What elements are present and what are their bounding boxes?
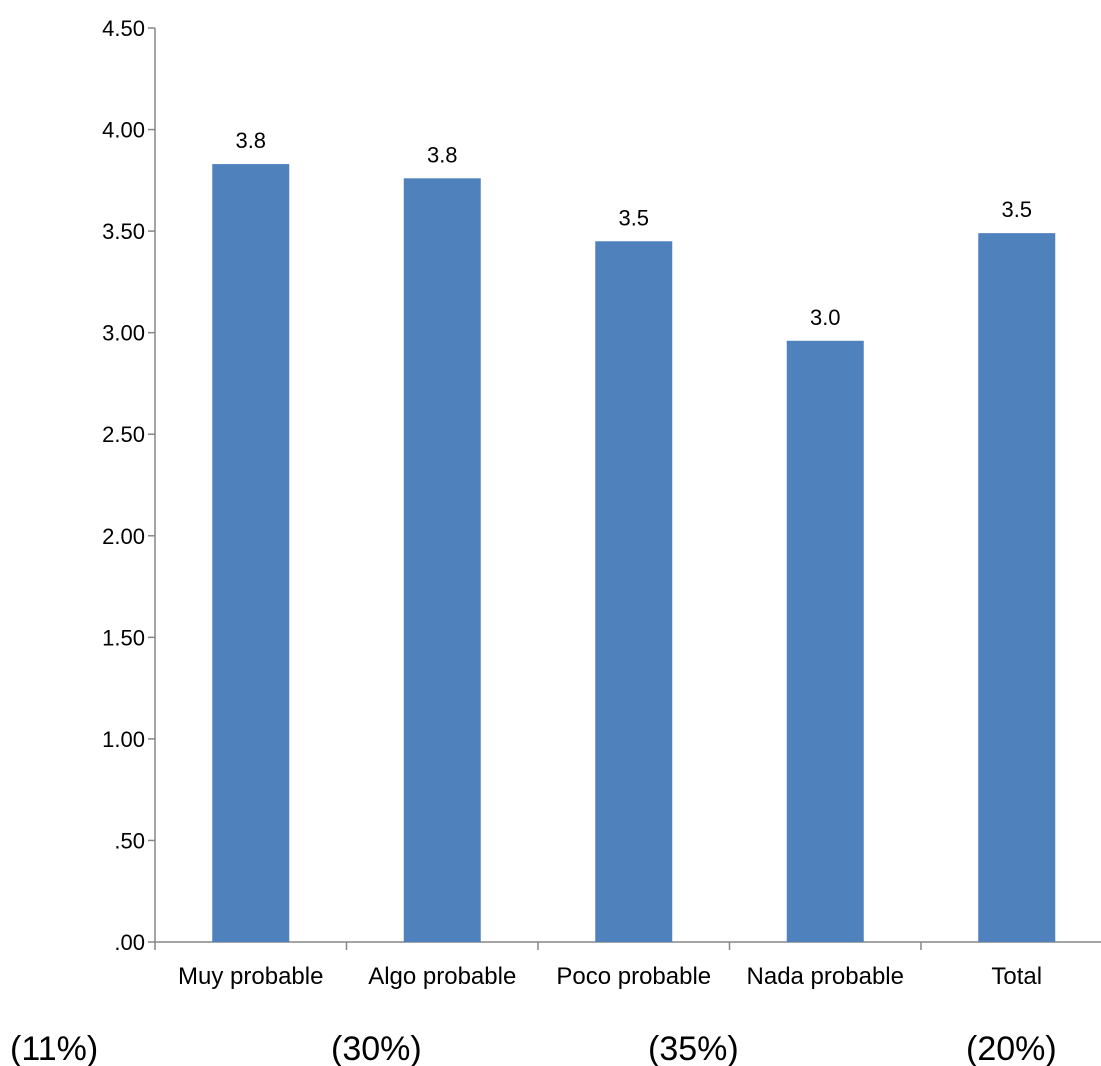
y-tick-label: 3.50 — [102, 219, 145, 244]
data-label: 3.0 — [810, 305, 841, 330]
y-tick-label: 2.00 — [102, 524, 145, 549]
y-tick-label: 1.00 — [102, 727, 145, 752]
category-label: Poco probable — [556, 963, 711, 990]
bar — [978, 233, 1056, 943]
annotation-label: (30%) — [331, 1030, 422, 1066]
category-label: Algo probable — [368, 963, 516, 990]
y-axis: .00 .50 1.00 1.50 2.00 2.50 3.00 3.50 4.00 4.50 — [102, 16, 156, 955]
category-label: Total — [991, 963, 1042, 990]
bar — [403, 178, 481, 942]
data-labels: 3.8 3.8 3.5 3.0 3.5 — [235, 128, 1032, 330]
annotation-label: (11%) — [10, 1030, 98, 1066]
bars — [212, 164, 1056, 943]
data-label: 3.8 — [235, 128, 266, 153]
bar — [595, 241, 673, 942]
y-tick-label: 3.00 — [102, 321, 145, 346]
data-label: 3.5 — [618, 205, 649, 230]
y-tick-label: 4.50 — [102, 16, 145, 41]
y-tick-label: .00 — [114, 930, 145, 955]
y-tick-label: 4.00 — [102, 118, 145, 143]
bar — [786, 340, 864, 942]
data-label: 3.5 — [1001, 197, 1032, 222]
category-label: Muy probable — [178, 963, 323, 990]
y-tick-label: .50 — [114, 828, 145, 853]
y-tick-label: 2.50 — [102, 422, 145, 447]
annotation-label: (20%) — [966, 1030, 1057, 1066]
annotation-label: (35%) — [648, 1030, 739, 1066]
percentage-annotations: (11%) (30%) (35%) (20%) — [10, 1030, 1057, 1066]
category-labels: Muy probable Algo probable Poco probable Na… — [178, 963, 1042, 990]
x-axis — [154, 941, 1101, 950]
category-label: Nada probable — [747, 963, 904, 990]
bar — [212, 164, 290, 942]
data-label: 3.8 — [427, 142, 458, 167]
y-tick-label: 1.50 — [102, 625, 145, 650]
